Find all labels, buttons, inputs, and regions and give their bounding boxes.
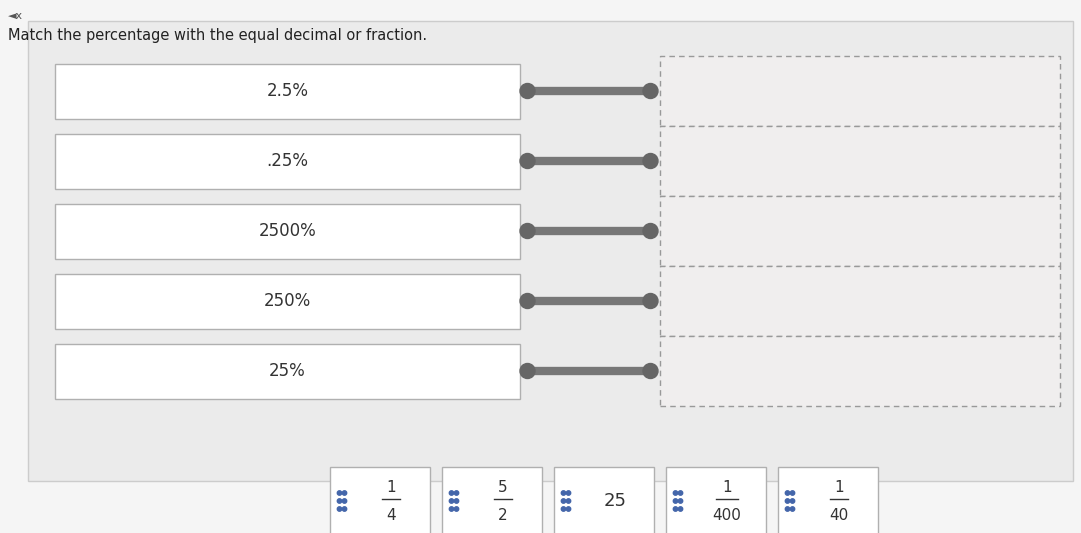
Circle shape: [450, 499, 454, 503]
Circle shape: [520, 294, 535, 309]
FancyBboxPatch shape: [660, 266, 1060, 336]
Text: 1: 1: [386, 480, 396, 495]
Circle shape: [337, 499, 342, 503]
FancyBboxPatch shape: [55, 63, 520, 118]
Circle shape: [678, 491, 683, 495]
FancyBboxPatch shape: [666, 467, 766, 533]
Text: 1: 1: [722, 480, 732, 495]
Circle shape: [673, 491, 678, 495]
Circle shape: [343, 491, 347, 495]
Circle shape: [643, 294, 658, 309]
Text: 2: 2: [498, 507, 508, 522]
FancyBboxPatch shape: [55, 343, 520, 399]
Text: 400: 400: [712, 507, 742, 522]
Circle shape: [790, 499, 795, 503]
FancyBboxPatch shape: [553, 467, 654, 533]
Circle shape: [566, 507, 571, 511]
Circle shape: [643, 154, 658, 168]
Circle shape: [785, 491, 790, 495]
Text: 1: 1: [835, 480, 844, 495]
Circle shape: [785, 499, 790, 503]
FancyBboxPatch shape: [778, 467, 878, 533]
Text: ◄x: ◄x: [8, 11, 23, 21]
Circle shape: [673, 507, 678, 511]
Circle shape: [454, 507, 458, 511]
Circle shape: [785, 507, 790, 511]
Circle shape: [643, 223, 658, 238]
Text: 4: 4: [386, 507, 396, 522]
Circle shape: [790, 507, 795, 511]
Text: 250%: 250%: [264, 292, 311, 310]
FancyBboxPatch shape: [442, 467, 542, 533]
Circle shape: [450, 507, 454, 511]
Circle shape: [673, 499, 678, 503]
Text: 2.5%: 2.5%: [267, 82, 308, 100]
Circle shape: [561, 507, 565, 511]
FancyBboxPatch shape: [28, 21, 1073, 481]
FancyBboxPatch shape: [55, 204, 520, 259]
Circle shape: [337, 491, 342, 495]
FancyBboxPatch shape: [660, 196, 1060, 266]
Text: 2500%: 2500%: [258, 222, 317, 240]
Circle shape: [566, 491, 571, 495]
Circle shape: [337, 507, 342, 511]
Circle shape: [454, 491, 458, 495]
Circle shape: [450, 491, 454, 495]
Circle shape: [520, 364, 535, 378]
Text: Match the percentage with the equal decimal or fraction.: Match the percentage with the equal deci…: [8, 28, 427, 43]
Circle shape: [343, 499, 347, 503]
Text: 5: 5: [498, 480, 508, 495]
Circle shape: [343, 507, 347, 511]
Circle shape: [561, 499, 565, 503]
Circle shape: [520, 154, 535, 168]
Circle shape: [790, 491, 795, 495]
Circle shape: [678, 499, 683, 503]
FancyBboxPatch shape: [660, 56, 1060, 126]
Circle shape: [566, 499, 571, 503]
FancyBboxPatch shape: [330, 467, 430, 533]
FancyBboxPatch shape: [55, 133, 520, 189]
Text: .25%: .25%: [267, 152, 308, 170]
Circle shape: [643, 364, 658, 378]
Circle shape: [520, 223, 535, 238]
Circle shape: [561, 491, 565, 495]
Circle shape: [643, 84, 658, 99]
Text: 25%: 25%: [269, 362, 306, 380]
Circle shape: [520, 84, 535, 99]
Text: 40: 40: [829, 507, 849, 522]
FancyBboxPatch shape: [660, 336, 1060, 406]
Circle shape: [678, 507, 683, 511]
FancyBboxPatch shape: [660, 126, 1060, 196]
Circle shape: [454, 499, 458, 503]
FancyBboxPatch shape: [55, 273, 520, 328]
Text: 25: 25: [603, 492, 627, 510]
